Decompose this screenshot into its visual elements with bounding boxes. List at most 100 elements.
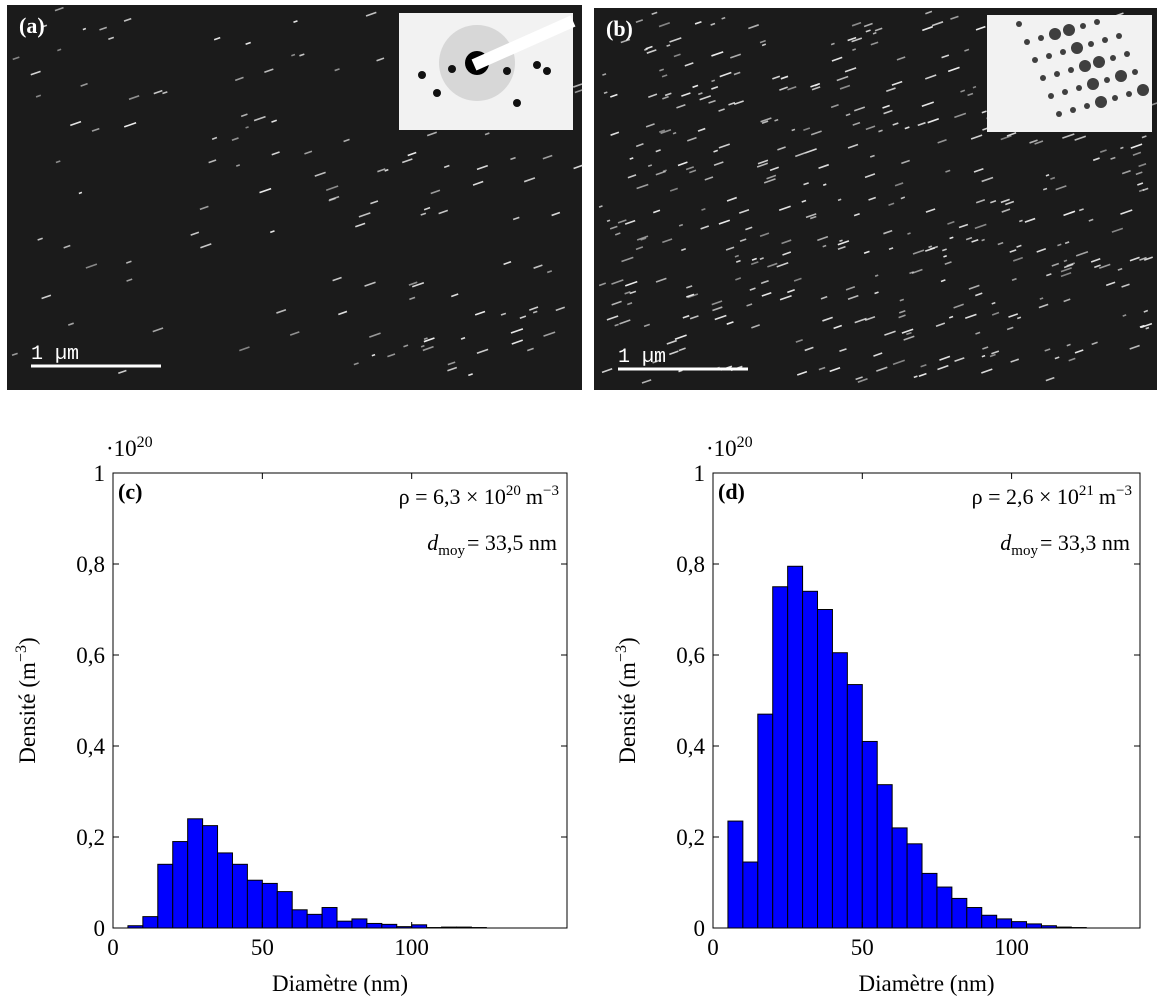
precipitate bbox=[364, 281, 376, 287]
histogram-bar bbox=[772, 586, 789, 929]
precipitate bbox=[917, 121, 926, 127]
histogram-bar bbox=[936, 886, 953, 929]
precipitate bbox=[805, 213, 817, 219]
precipitate bbox=[745, 226, 753, 231]
precipitate bbox=[878, 129, 883, 133]
precipitate bbox=[761, 291, 772, 297]
precipitate bbox=[803, 182, 809, 186]
precipitate bbox=[643, 323, 651, 328]
precipitate bbox=[1139, 256, 1147, 261]
y-axis-label: Densité (m−3) bbox=[13, 637, 40, 763]
precipitate bbox=[728, 101, 736, 106]
multiplier-base: ·10 bbox=[706, 436, 737, 461]
precipitate bbox=[761, 120, 769, 125]
precipitate bbox=[420, 344, 425, 348]
precipitate bbox=[748, 24, 759, 30]
precipitate bbox=[153, 89, 163, 95]
precipitate bbox=[738, 209, 750, 214]
diffraction-spot bbox=[448, 65, 456, 73]
precipitate bbox=[63, 244, 71, 249]
precipitate bbox=[1016, 316, 1022, 320]
panel-label: (c) bbox=[118, 479, 142, 504]
precipitate bbox=[733, 71, 741, 76]
precipitate bbox=[1145, 326, 1150, 330]
precipitate bbox=[190, 231, 200, 236]
histogram-bar bbox=[846, 684, 863, 929]
precipitate bbox=[1063, 259, 1068, 263]
precipitate bbox=[937, 364, 949, 371]
precipitate bbox=[925, 208, 936, 213]
precipitate bbox=[1051, 262, 1060, 267]
precipitate bbox=[699, 95, 712, 101]
precipitate bbox=[606, 315, 619, 321]
precipitate bbox=[730, 53, 742, 59]
multiplier-exponent: 20 bbox=[737, 434, 753, 451]
precipitate bbox=[854, 317, 867, 324]
precipitate bbox=[91, 127, 100, 132]
precipitate bbox=[662, 95, 669, 100]
x-axis-label: Diamètre (nm) bbox=[858, 971, 994, 996]
precipitate bbox=[304, 150, 313, 155]
precipitate bbox=[751, 257, 757, 261]
precipitate bbox=[975, 25, 986, 31]
precipitate bbox=[208, 159, 217, 164]
precipitate bbox=[981, 110, 987, 114]
histogram-bar bbox=[787, 565, 804, 929]
precipitate bbox=[713, 149, 719, 153]
precipitate bbox=[787, 289, 795, 294]
density-unit-exponent: −3 bbox=[1116, 483, 1132, 499]
precipitate bbox=[503, 260, 512, 266]
precipitate bbox=[711, 79, 716, 83]
precipitate bbox=[1009, 249, 1017, 253]
precipitate bbox=[240, 113, 248, 118]
precipitate bbox=[711, 51, 724, 57]
precipitate bbox=[777, 146, 786, 151]
histogram-bar bbox=[891, 827, 908, 929]
precipitate bbox=[1039, 297, 1044, 300]
precipitate bbox=[949, 236, 954, 240]
precipitate bbox=[1036, 248, 1047, 253]
precipitate bbox=[67, 322, 74, 326]
precipitate bbox=[152, 327, 164, 333]
precipitate bbox=[546, 270, 553, 274]
precipitate bbox=[611, 279, 624, 285]
precipitate bbox=[1012, 256, 1024, 262]
precipitate bbox=[853, 106, 866, 112]
precipitate bbox=[904, 126, 910, 130]
precipitate bbox=[511, 339, 524, 345]
precipitate bbox=[739, 238, 747, 242]
precipitate bbox=[1143, 256, 1153, 261]
diffraction-spot bbox=[1060, 49, 1066, 55]
precipitate bbox=[289, 331, 300, 336]
precipitate bbox=[844, 67, 857, 73]
precipitate bbox=[921, 101, 935, 108]
diffraction-spot bbox=[1070, 107, 1076, 113]
precipitate bbox=[734, 254, 740, 258]
y-multiplier: ·1020 bbox=[106, 434, 153, 461]
precipitate bbox=[635, 19, 644, 24]
precipitate bbox=[423, 337, 435, 343]
precipitate bbox=[833, 324, 843, 330]
density-unit-exponent: −3 bbox=[543, 483, 559, 499]
precipitate bbox=[662, 169, 667, 173]
precipitate bbox=[906, 331, 912, 336]
precipitate bbox=[1000, 198, 1010, 204]
precipitate bbox=[1018, 219, 1023, 223]
precipitate bbox=[523, 177, 536, 183]
histogram-bar bbox=[202, 825, 219, 929]
precipitate bbox=[687, 293, 699, 299]
precipitate bbox=[662, 238, 673, 244]
precipitate bbox=[532, 310, 538, 314]
precipitate bbox=[801, 199, 807, 203]
histogram-bar bbox=[157, 863, 174, 929]
mean-value: = 33,3 nm bbox=[1040, 530, 1130, 555]
precipitate bbox=[928, 245, 933, 249]
precipitate bbox=[901, 159, 910, 165]
precipitate bbox=[901, 328, 914, 334]
precipitate bbox=[847, 294, 859, 301]
precipitate bbox=[1088, 218, 1094, 222]
precipitate bbox=[500, 312, 507, 316]
diffraction-spot bbox=[1071, 42, 1083, 54]
precipitate bbox=[830, 42, 835, 46]
x-tick-label: 50 bbox=[251, 935, 274, 960]
